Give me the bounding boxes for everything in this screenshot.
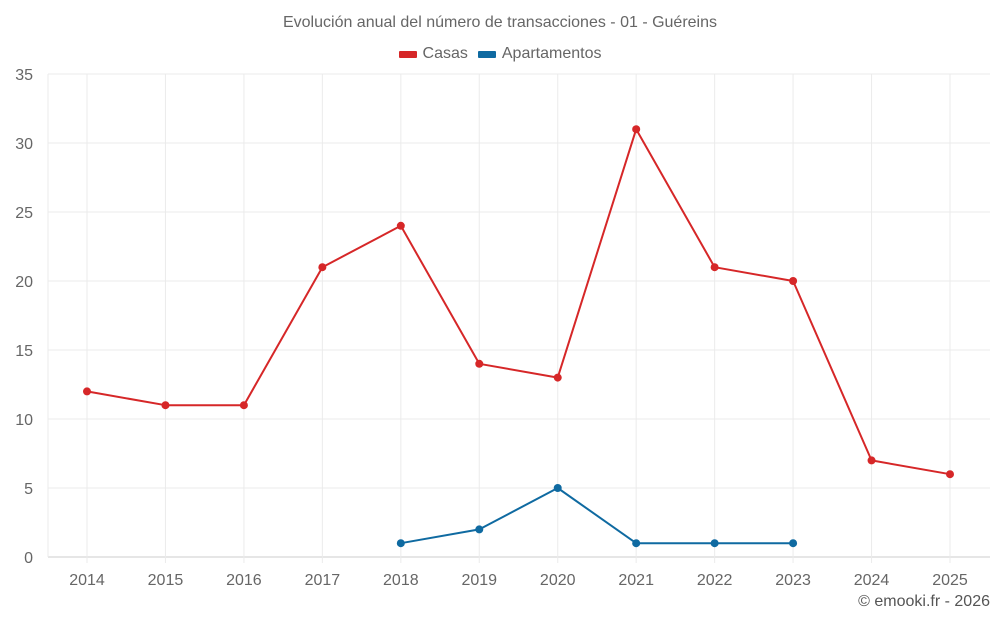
x-tick-label: 2025 [932,572,968,589]
y-tick-label: 5 [24,481,33,498]
x-tick-label: 2022 [697,572,733,589]
x-tick-label: 2019 [461,572,497,589]
x-tick-label: 2017 [305,572,341,589]
x-tick-label: 2014 [69,572,105,589]
series-line [400,487,794,545]
data-point[interactable] [318,263,327,272]
series-line [86,128,951,476]
x-tick-label: 2020 [540,572,576,589]
data-point[interactable] [475,359,484,368]
series-apartamentos [396,484,798,548]
data-point[interactable] [161,401,170,410]
x-tick-label: 2016 [226,572,262,589]
data-point[interactable] [396,221,405,230]
data-point[interactable] [553,484,562,492]
y-tick-label: 10 [15,412,33,429]
legend-label-casas: Casas [422,45,468,62]
x-tick-label: 2024 [854,572,890,589]
x-tick-label: 2018 [383,572,419,589]
x-tick-label: 2015 [148,572,184,589]
y-tick-label: 25 [15,205,33,222]
data-point[interactable] [867,456,876,465]
data-point[interactable] [789,277,798,285]
data-point[interactable] [553,373,562,382]
data-point[interactable] [710,263,719,272]
chart-legend: Casas Apartamentos [0,45,1000,63]
y-tick-label: 30 [15,136,33,153]
y-axis: 0 5 10 15 20 25 30 35 [15,67,33,567]
copyright-credit: © emooki.fr - 2026 [858,593,990,610]
legend-item-casas[interactable]: Casas [398,45,468,63]
data-point[interactable] [946,470,954,479]
grid-lines [47,73,990,563]
data-point[interactable] [396,539,405,548]
legend-item-apartamentos[interactable]: Apartamentos [477,45,602,63]
x-tick-label: 2021 [618,572,654,589]
data-point[interactable] [710,539,719,548]
data-point[interactable] [83,387,91,396]
data-point[interactable] [475,525,484,534]
y-tick-label: 15 [15,343,33,360]
legend-label-apartamentos: Apartamentos [501,45,602,62]
legend-swatch-apartamentos [477,50,496,58]
legend-swatch-casas [398,50,417,58]
y-tick-label: 20 [15,274,33,291]
x-tick-label: 2023 [775,572,811,589]
data-point[interactable] [632,125,641,134]
chart-title: Evolución anual del número de transaccio… [282,14,718,31]
data-point[interactable] [789,539,798,548]
data-point[interactable] [632,539,641,548]
x-axis: 2014 2015 2016 2017 2018 2019 2020 2021 2022 2023… [69,572,968,589]
data-point[interactable] [239,401,248,410]
y-tick-label: 0 [24,550,33,567]
series-casas [83,125,954,479]
series-lines [83,125,954,548]
y-tick-label: 35 [15,67,33,84]
